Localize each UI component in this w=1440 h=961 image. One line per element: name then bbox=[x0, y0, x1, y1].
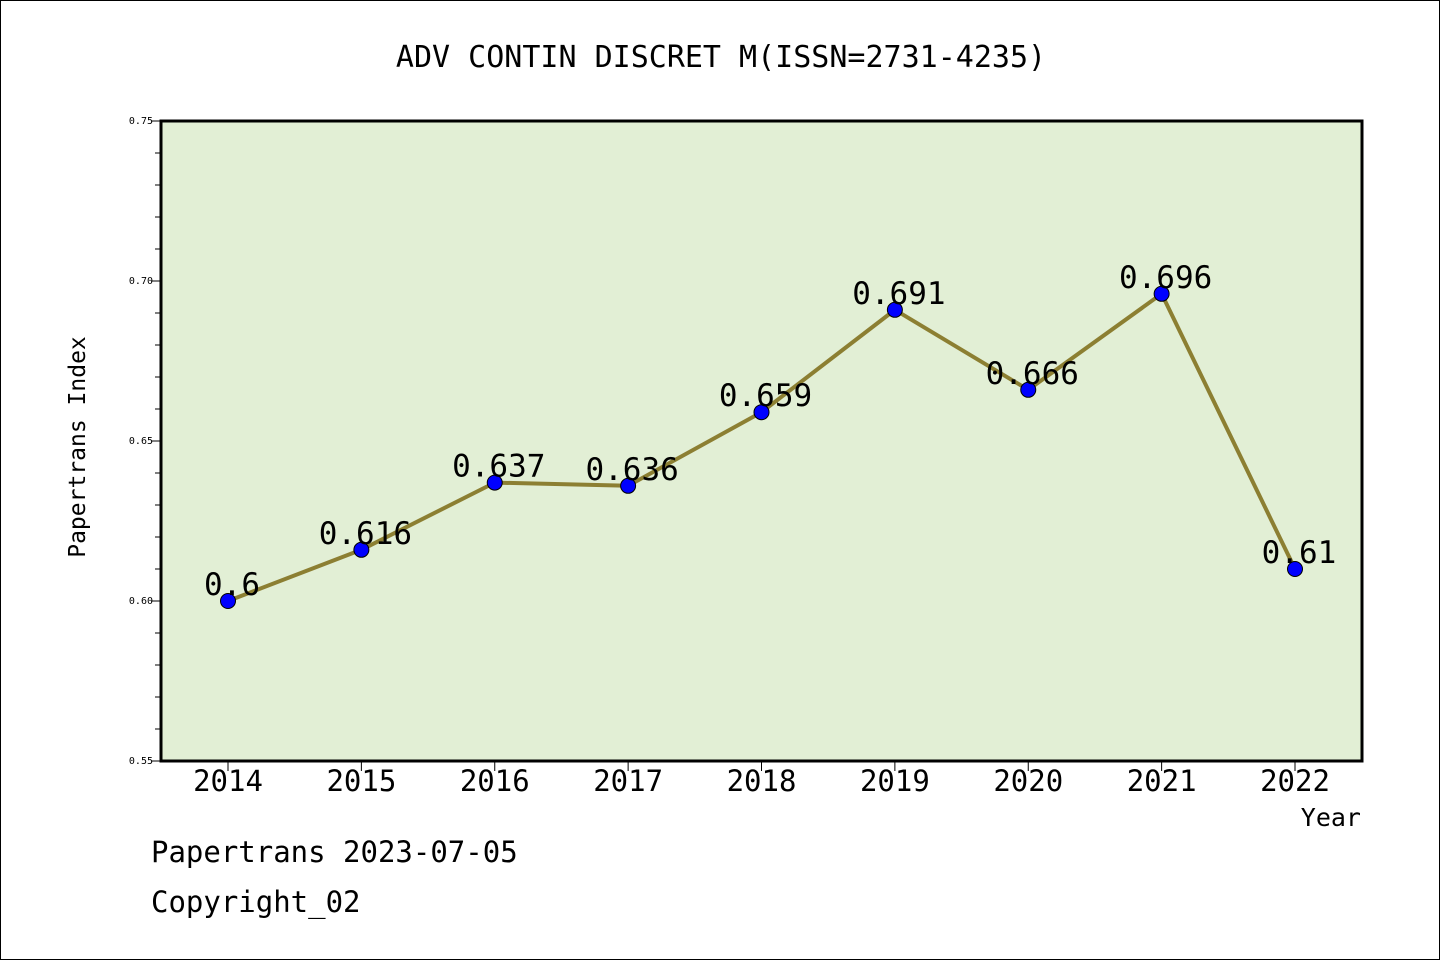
data-point bbox=[753, 404, 770, 421]
y-tick-label: 0.70 bbox=[129, 276, 153, 287]
x-tick-label: 2021 bbox=[1127, 764, 1197, 798]
data-label: 0.696 bbox=[1119, 260, 1212, 296]
data-point bbox=[220, 593, 236, 609]
chart-title: ADV CONTIN DISCRET M(ISSN=2731-4235) bbox=[396, 40, 1046, 75]
data-label: 0.691 bbox=[852, 276, 945, 312]
data-point bbox=[1153, 285, 1170, 302]
data-point bbox=[486, 474, 503, 491]
y-axis-label: Papertrans Index bbox=[65, 336, 91, 558]
x-tick-label: 2018 bbox=[727, 764, 797, 798]
data-label: 0.637 bbox=[452, 449, 545, 485]
plot-area bbox=[161, 121, 1362, 761]
x-tick-label: 2017 bbox=[593, 764, 663, 798]
data-label: 0.636 bbox=[585, 452, 678, 488]
data-label: 0.61 bbox=[1262, 535, 1337, 571]
data-label: 0.616 bbox=[319, 516, 412, 552]
y-tick-label: 0.55 bbox=[129, 756, 153, 767]
data-point bbox=[620, 477, 637, 494]
x-tick-label: 2014 bbox=[193, 764, 263, 798]
y-tick-label: 0.60 bbox=[129, 596, 153, 607]
footer-copyright-text: Copyright_02 bbox=[151, 885, 361, 919]
x-axis-label: Year bbox=[1301, 803, 1361, 832]
data-point bbox=[1020, 381, 1037, 398]
x-tick-label: 2022 bbox=[1260, 764, 1330, 798]
y-tick-label: 0.75 bbox=[129, 116, 153, 127]
y-tick-label: 0.65 bbox=[129, 436, 153, 447]
data-point bbox=[1287, 561, 1303, 577]
data-label: 0.6 bbox=[204, 567, 260, 603]
x-tick-label: 2020 bbox=[993, 764, 1063, 798]
x-tick-label: 2016 bbox=[460, 764, 530, 798]
x-tick-label: 2015 bbox=[326, 764, 396, 798]
data-point bbox=[886, 301, 903, 318]
data-label: 0.666 bbox=[986, 356, 1079, 392]
data-label: 0.659 bbox=[719, 378, 812, 414]
plot-frame bbox=[159, 119, 1364, 763]
footer-date-text: Papertrans 2023-07-05 bbox=[151, 835, 518, 869]
x-tick-label: 2019 bbox=[860, 764, 930, 798]
data-point bbox=[353, 541, 370, 558]
